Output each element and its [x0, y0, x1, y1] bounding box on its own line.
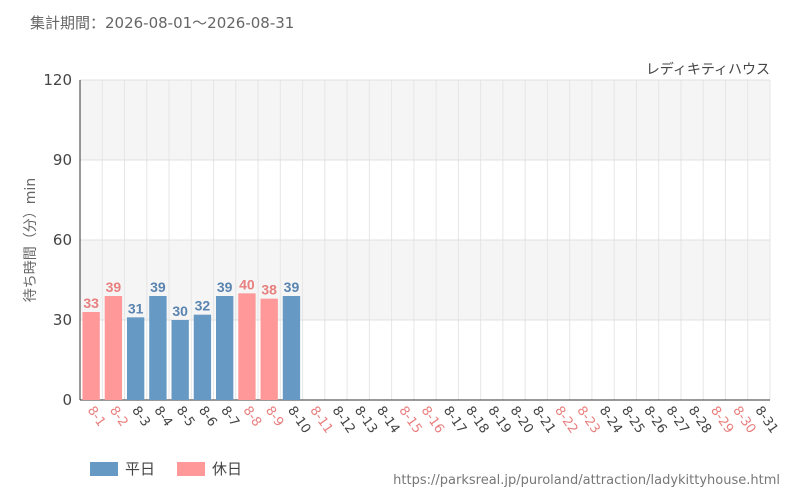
x-tick-label: 8-18 — [462, 404, 491, 437]
legend-swatch-weekday — [90, 461, 118, 476]
period-label: 集計期間：2026-08-01〜2026-08-31 — [30, 14, 295, 32]
x-tick-label: 8-20 — [507, 404, 536, 437]
y-tick-label: 60 — [53, 231, 72, 249]
bar — [149, 296, 167, 400]
y-axis-label: 待ち時間（分）min — [23, 178, 39, 302]
y-tick-label: 0 — [62, 391, 72, 409]
legend-label-holiday: 休日 — [212, 460, 243, 478]
bar-value-label: 39 — [106, 279, 122, 295]
x-tick-label: 8-30 — [729, 404, 758, 437]
x-tick-label: 8-12 — [329, 404, 358, 437]
x-tick-label: 8-17 — [440, 404, 469, 437]
x-tick-label: 8-8 — [240, 404, 264, 430]
legend: 平日 休日 — [90, 458, 242, 479]
bar — [238, 293, 256, 400]
x-tick-label: 8-15 — [395, 404, 424, 437]
legend-label-weekday: 平日 — [125, 460, 156, 478]
x-tick-label: 8-3 — [128, 404, 152, 430]
x-tick-label: 8-29 — [707, 404, 736, 437]
legend-item-weekday: 平日 — [90, 458, 155, 479]
y-tick-label: 90 — [53, 151, 72, 169]
x-tick-label: 8-16 — [418, 404, 447, 437]
x-tick-label: 8-2 — [106, 404, 130, 430]
bar-value-label: 33 — [83, 295, 99, 311]
x-tick-label: 8-26 — [640, 404, 669, 437]
bar — [171, 320, 189, 400]
x-tick-label: 8-14 — [373, 404, 402, 437]
legend-swatch-holiday — [177, 461, 206, 476]
x-tick-label: 8-7 — [217, 404, 241, 430]
x-tick-label: 8-5 — [173, 404, 197, 430]
bar — [82, 312, 100, 400]
legend-item-holiday: 休日 — [177, 458, 242, 479]
x-tick-label: 8-1 — [84, 404, 108, 430]
bar-value-label: 39 — [284, 279, 300, 295]
bar-value-label: 39 — [150, 279, 166, 295]
grid-band — [80, 160, 770, 240]
x-tick-label: 8-19 — [484, 404, 513, 437]
bar-value-label: 39 — [217, 279, 233, 295]
x-tick-label: 8-27 — [663, 404, 692, 437]
bar — [260, 298, 278, 400]
x-tick-label: 8-22 — [551, 404, 580, 437]
bar-value-label: 40 — [239, 276, 255, 292]
x-tick-label: 8-6 — [195, 404, 219, 430]
bar — [282, 296, 301, 400]
bar-value-label: 32 — [195, 298, 211, 314]
x-tick-label: 8-25 — [618, 404, 647, 437]
x-tick-label: 8-24 — [596, 404, 625, 437]
chart-title: レディキティハウス — [646, 61, 770, 78]
bar-value-label: 30 — [172, 303, 188, 319]
bar — [126, 317, 145, 400]
bar-value-label: 38 — [261, 282, 277, 298]
x-tick-label: 8-21 — [529, 404, 558, 437]
x-tick-label: 8-11 — [306, 404, 335, 437]
grid-band — [80, 240, 770, 320]
y-tick-label: 30 — [53, 311, 72, 329]
bar — [215, 296, 234, 400]
source-url: https://parksreal.jp/puroland/attraction… — [393, 473, 780, 488]
x-tick-label: 8-31 — [752, 404, 781, 437]
x-tick-label: 8-4 — [151, 404, 175, 430]
bar — [104, 296, 123, 400]
x-tick-label: 8-23 — [574, 404, 603, 437]
x-tick-label: 8-9 — [262, 404, 286, 430]
x-tick-label: 8-28 — [685, 404, 714, 437]
y-tick-label: 120 — [43, 71, 72, 89]
x-tick-label: 8-10 — [284, 404, 313, 437]
x-tick-label: 8-13 — [351, 404, 380, 437]
grid-band — [80, 80, 770, 160]
bar — [193, 314, 212, 400]
bar-value-label: 31 — [128, 300, 144, 316]
